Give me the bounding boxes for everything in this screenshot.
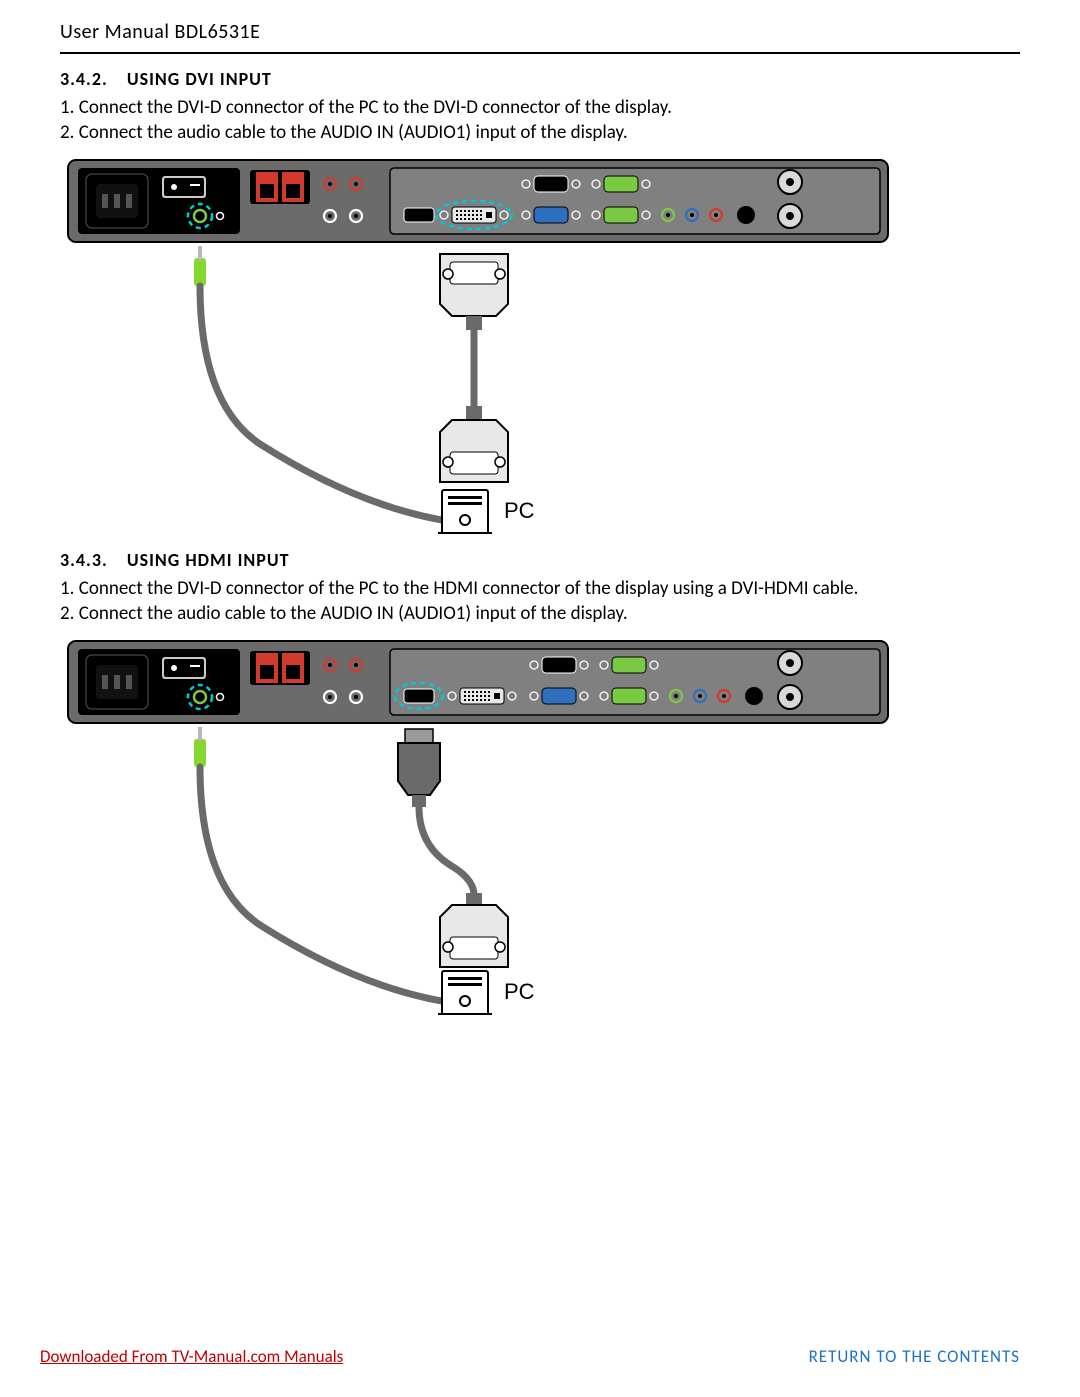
return-to-contents-link[interactable]: RETURN TO THE CONTENTS <box>809 1346 1020 1367</box>
section-heading-dvi: 3.4.2. USING DVI INPUT <box>60 68 1020 90</box>
connection-diagram-svg: PC <box>60 635 900 1015</box>
step-text: 1. Connect the DVI-D connector of the PC… <box>60 96 1020 119</box>
step-text: 1. Connect the DVI-D connector of the PC… <box>60 577 1020 600</box>
hdmi-plug-icon <box>398 729 440 807</box>
download-link[interactable]: Downloaded From TV-Manual.com Manuals <box>40 1346 343 1367</box>
step-text: 2. Connect the audio cable to the AUDIO … <box>60 602 1020 625</box>
diagram-dvi: PC <box>60 154 1020 539</box>
section-number: 3.4.2. <box>60 68 108 90</box>
pc-label: PC <box>504 498 535 523</box>
pc-tower-icon <box>438 971 492 1015</box>
diagram-hdmi: PC <box>60 635 1020 1020</box>
manual-header: User Manual BDL6531E <box>60 20 1020 54</box>
pc-tower-icon <box>438 490 492 534</box>
page-footer: Downloaded From TV-Manual.com Manuals RE… <box>0 1346 1080 1367</box>
section-hdmi: 3.4.3. USING HDMI INPUT 1. Connect the D… <box>60 549 1020 1020</box>
step-text: 2. Connect the audio cable to the AUDIO … <box>60 121 1020 144</box>
header-rule <box>60 52 1020 54</box>
section-number: 3.4.3. <box>60 549 108 571</box>
pc-label: PC <box>504 979 535 1004</box>
connection-diagram-svg: PC <box>60 154 900 534</box>
section-heading-hdmi: 3.4.3. USING HDMI INPUT <box>60 549 1020 571</box>
section-title: USING HDMI INPUT <box>127 549 290 571</box>
manual-title: User Manual BDL6531E <box>60 20 1020 44</box>
section-title: USING DVI INPUT <box>127 68 272 90</box>
section-dvi: 3.4.2. USING DVI INPUT 1. Connect the DV… <box>60 68 1020 539</box>
dvi-connector-icon <box>440 254 508 330</box>
